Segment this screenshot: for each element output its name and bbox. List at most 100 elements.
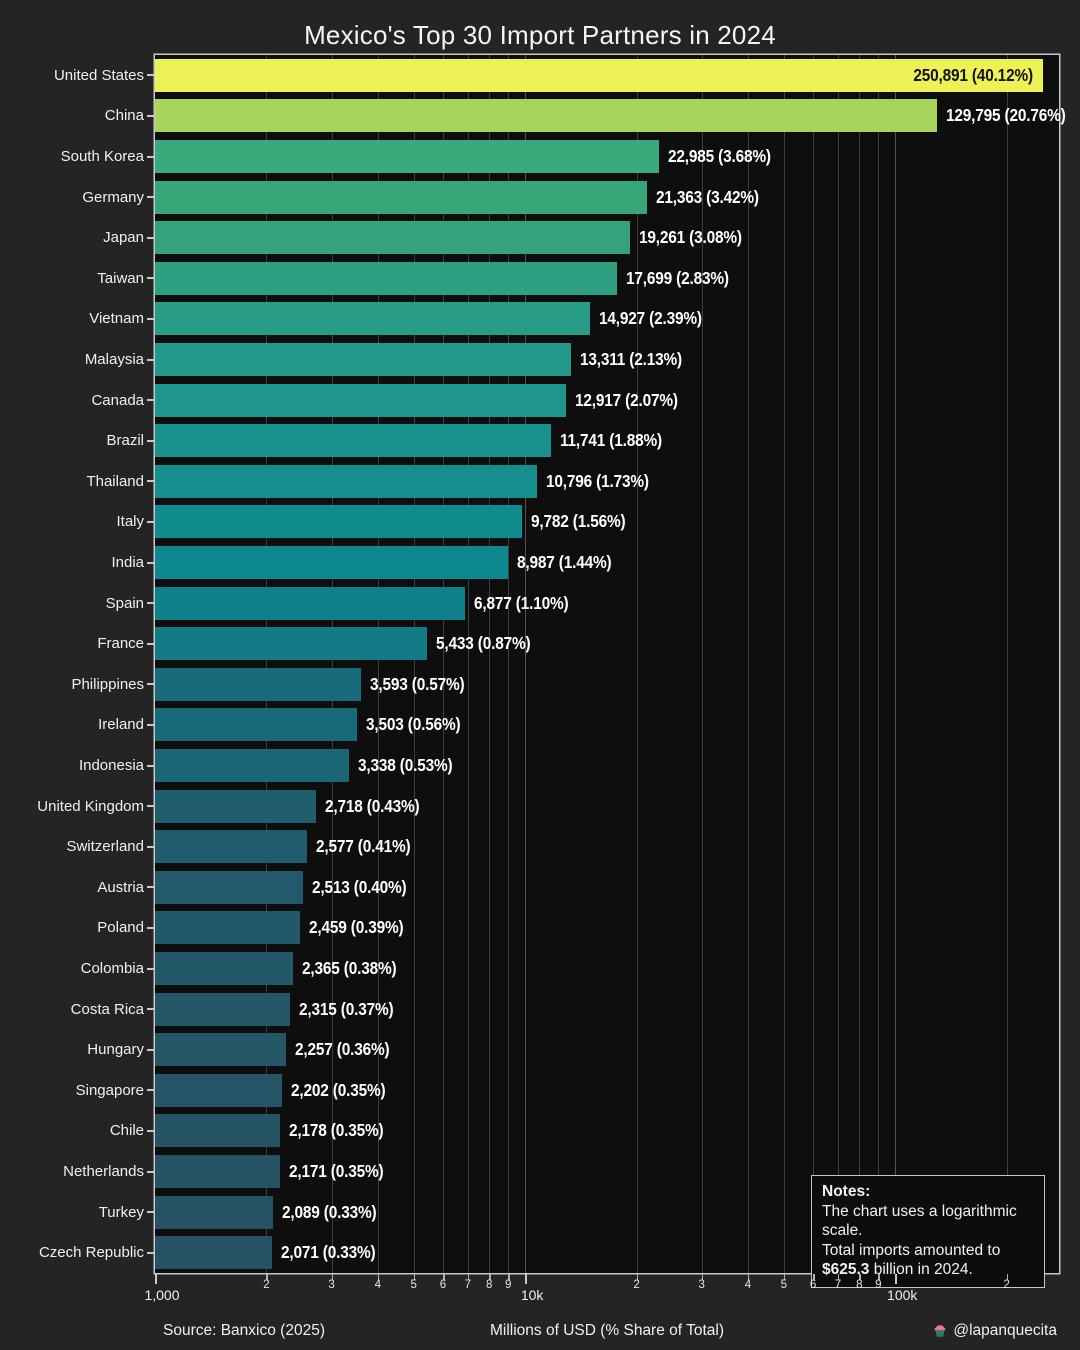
bar-singapore bbox=[155, 1073, 282, 1107]
y-tick-mark bbox=[147, 1008, 154, 1011]
bar-hungary bbox=[155, 1033, 286, 1067]
bar-value-label: 19,261 (3.08%) bbox=[639, 227, 743, 248]
minor-gridline bbox=[443, 55, 444, 1273]
bar-value-label: 2,315 (0.37%) bbox=[298, 998, 394, 1019]
bar-value-label: 3,503 (0.56%) bbox=[365, 714, 461, 735]
notes-box: Notes: The chart uses a logarithmic scal… bbox=[811, 1175, 1045, 1288]
bar-philippines bbox=[155, 667, 361, 701]
bar-value-label: 2,089 (0.33%) bbox=[282, 1201, 377, 1222]
y-tick-label: Switzerland bbox=[66, 838, 144, 856]
bar-switzerland bbox=[155, 830, 308, 864]
y-tick-label: Czech Republic bbox=[38, 1244, 144, 1262]
x-minor-tick-label: 7 bbox=[464, 1279, 471, 1291]
y-tick-label: Costa Rica bbox=[70, 1000, 144, 1018]
y-tick-label: Colombia bbox=[80, 960, 144, 977]
y-tick-mark bbox=[147, 886, 154, 889]
y-tick-mark bbox=[147, 967, 154, 970]
x-minor-tick-mark bbox=[508, 1274, 510, 1280]
y-tick-mark bbox=[147, 1089, 154, 1092]
y-tick-label: Austria bbox=[97, 878, 144, 896]
x-minor-tick-mark bbox=[813, 1274, 815, 1280]
x-minor-tick-label: 6 bbox=[439, 1279, 447, 1291]
bar-value-label: 2,171 (0.35%) bbox=[288, 1161, 384, 1181]
bar-canada bbox=[155, 383, 567, 417]
x-axis-title: Millions of USD (% Share of Total) bbox=[489, 1322, 725, 1339]
x-minor-tick-label: 2 bbox=[633, 1279, 640, 1291]
y-tick-mark bbox=[147, 196, 154, 199]
y-tick-mark bbox=[147, 642, 154, 645]
bar-value-label: 10,796 (1.73%) bbox=[546, 470, 650, 491]
y-tick-label: Philippines bbox=[71, 675, 144, 693]
x-minor-tick-mark bbox=[1006, 1274, 1009, 1280]
x-minor-tick-label: 9 bbox=[875, 1279, 882, 1291]
x-minor-tick-label: 3 bbox=[698, 1279, 705, 1291]
x-minor-tick-mark bbox=[859, 1274, 861, 1280]
y-tick-label: Poland bbox=[97, 919, 144, 937]
x-major-tick-label: 10k bbox=[520, 1287, 544, 1303]
bar-poland bbox=[155, 911, 300, 945]
bar-ireland bbox=[155, 708, 357, 742]
y-tick-label: France bbox=[97, 635, 144, 653]
y-tick-mark bbox=[147, 317, 154, 320]
bar-value-label: 12,917 (2.07%) bbox=[575, 389, 679, 410]
minor-gridline bbox=[467, 55, 469, 1273]
chart-title: Mexico's Top 30 Import Partners in 2024 bbox=[304, 20, 776, 50]
bar-value-label: 14,927 (2.39%) bbox=[598, 308, 702, 329]
bar-colombia bbox=[155, 952, 294, 985]
bar-taiwan bbox=[155, 261, 617, 295]
bar-value-label: 3,593 (0.57%) bbox=[369, 673, 465, 694]
x-major-tick-label: 1,000 bbox=[144, 1287, 180, 1303]
bar-turkey bbox=[155, 1195, 274, 1229]
x-minor-tick-mark bbox=[467, 1274, 470, 1280]
x-minor-tick-mark bbox=[837, 1274, 840, 1280]
x-minor-tick-mark bbox=[747, 1274, 750, 1280]
y-tick-mark bbox=[147, 480, 154, 483]
y-tick-mark bbox=[147, 1211, 154, 1214]
bar-italy bbox=[155, 505, 522, 539]
minor-gridline bbox=[747, 55, 749, 1273]
y-tick-label: United States bbox=[53, 66, 144, 84]
minor-gridline bbox=[489, 55, 491, 1273]
bar-value-label: 11,741 (1.88%) bbox=[559, 430, 662, 451]
bar-value-label: 2,718 (0.43%) bbox=[324, 795, 420, 816]
minor-gridline bbox=[878, 55, 880, 1273]
notes-line-3: $625.3 billion in 2024. bbox=[822, 1261, 973, 1278]
y-tick-label: Taiwan bbox=[97, 269, 144, 287]
x-minor-tick-mark bbox=[443, 1274, 445, 1280]
y-tick-mark bbox=[147, 114, 154, 117]
y-tick-label: Turkey bbox=[98, 1203, 144, 1221]
y-tick-mark bbox=[147, 399, 154, 402]
minor-gridline bbox=[783, 55, 785, 1273]
x-minor-tick-mark bbox=[878, 1274, 880, 1280]
x-major-tick-mark bbox=[155, 1274, 157, 1284]
y-tick-mark bbox=[147, 520, 154, 523]
y-tick-label: China bbox=[104, 107, 144, 125]
y-tick-mark bbox=[147, 723, 154, 726]
bar-germany bbox=[155, 180, 648, 214]
y-tick-mark bbox=[147, 439, 154, 442]
y-tick-mark bbox=[147, 805, 154, 808]
cupcake-icon bbox=[935, 1325, 946, 1337]
bar-value-label: 5,433 (0.87%) bbox=[436, 633, 531, 654]
y-tick-mark bbox=[147, 236, 154, 239]
bar-value-label: 2,459 (0.39%) bbox=[308, 917, 404, 938]
bar-value-label: 2,178 (0.35%) bbox=[289, 1120, 384, 1141]
bar-value-label: 2,257 (0.36%) bbox=[294, 1039, 390, 1060]
x-minor-tick-label: 7 bbox=[834, 1279, 842, 1291]
x-major-tick-mark bbox=[525, 1274, 527, 1284]
bar-costa-rica bbox=[155, 992, 290, 1026]
y-tick-label: Singapore bbox=[75, 1081, 144, 1099]
x-minor-tick-mark bbox=[701, 1274, 704, 1280]
y-tick-mark bbox=[147, 1048, 154, 1051]
x-minor-tick-label: 2 bbox=[1003, 1279, 1010, 1291]
watermark: @lapanquecita bbox=[932, 1322, 1057, 1340]
minor-gridline bbox=[413, 55, 415, 1273]
y-tick-mark bbox=[147, 561, 154, 564]
y-tick-label: Spain bbox=[105, 594, 144, 612]
y-tick-label: Indonesia bbox=[78, 757, 144, 774]
watermark-handle: @lapanquecita bbox=[953, 1322, 1057, 1339]
minor-gridline bbox=[1006, 55, 1008, 1273]
minor-gridline bbox=[859, 55, 861, 1273]
bar-france bbox=[155, 627, 428, 661]
x-minor-tick-mark bbox=[331, 1274, 334, 1280]
